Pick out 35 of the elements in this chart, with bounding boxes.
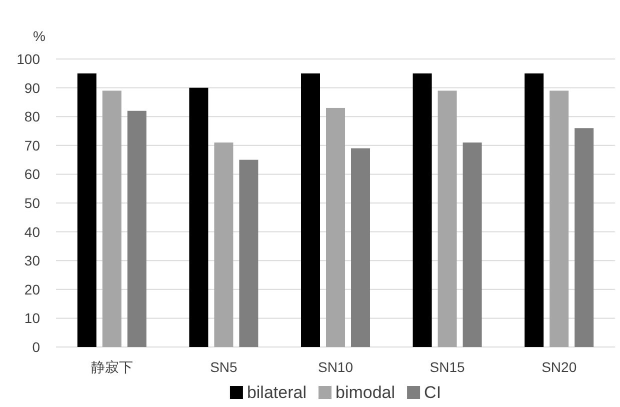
x-tick-label: SN20 bbox=[542, 359, 577, 375]
bar bbox=[438, 90, 457, 347]
bar bbox=[127, 110, 146, 347]
bar bbox=[301, 73, 320, 347]
bar bbox=[524, 73, 544, 347]
bar bbox=[239, 160, 258, 347]
bar bbox=[351, 148, 370, 347]
y-tick-label: 100 bbox=[16, 51, 40, 67]
legend-label: CI bbox=[424, 383, 442, 402]
y-tick-label: 70 bbox=[24, 137, 40, 154]
bar bbox=[214, 142, 234, 347]
bar bbox=[550, 90, 569, 347]
legend-label: bilateral bbox=[246, 383, 306, 402]
bar bbox=[77, 73, 96, 347]
y-tick-label: 50 bbox=[24, 195, 40, 211]
x-tick-label: SN10 bbox=[318, 359, 354, 375]
bar bbox=[102, 90, 122, 347]
y-tick-label: 30 bbox=[24, 252, 40, 269]
y-tick-label: 60 bbox=[24, 166, 40, 182]
bar bbox=[412, 73, 432, 347]
y-axis-title: % bbox=[33, 28, 46, 44]
x-tick-label: 静寂下 bbox=[90, 359, 133, 375]
bar bbox=[574, 128, 594, 347]
y-tick-label: 90 bbox=[24, 80, 40, 96]
y-tick-label: 0 bbox=[32, 339, 40, 355]
y-tick-label: 10 bbox=[24, 310, 40, 326]
x-tick-label: SN15 bbox=[430, 359, 466, 375]
bar bbox=[326, 108, 345, 347]
bar bbox=[189, 88, 208, 347]
y-tick-label: 80 bbox=[24, 108, 40, 125]
legend-label: bimodal bbox=[336, 383, 396, 402]
x-tick-label: SN5 bbox=[210, 359, 238, 375]
y-tick-label: 20 bbox=[24, 281, 40, 298]
bar bbox=[462, 142, 482, 347]
y-tick-label: 40 bbox=[24, 224, 40, 240]
